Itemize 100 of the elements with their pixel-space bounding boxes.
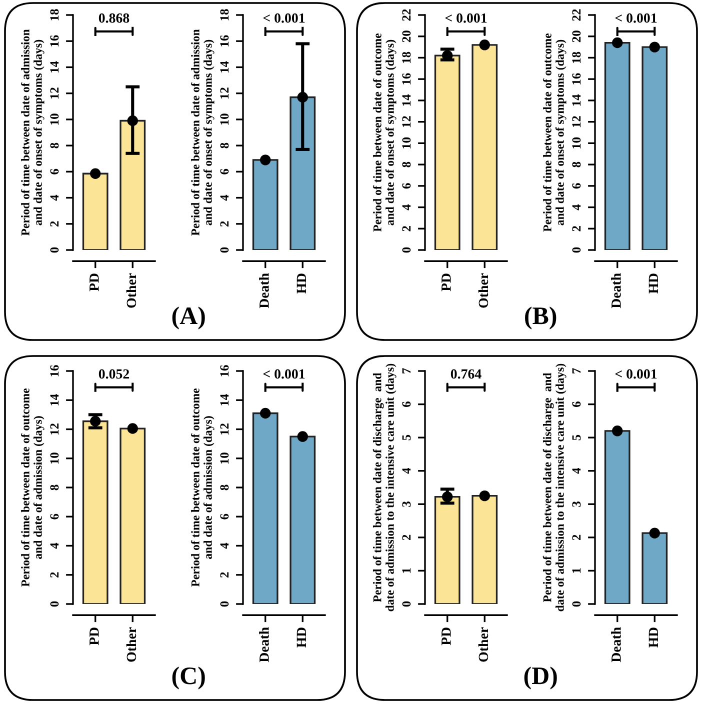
y-tick-label: 0 (572, 247, 581, 253)
y-tick-label: 6 (402, 183, 411, 189)
annotation: 0.868 (98, 13, 130, 23)
y-tick-label: 10 (402, 137, 411, 148)
text: (B) (525, 306, 556, 330)
y-tick-label: 18 (402, 52, 411, 63)
y-tick-label: 16 (402, 73, 411, 84)
y-axis-title: Period of time between date of outcome and date of admission (days) (190, 388, 214, 587)
x-tick-label: Other (478, 273, 488, 308)
y-tick-label: 1 (402, 568, 411, 573)
y-tick-label: 2 (220, 221, 229, 226)
annotation: 0.764 (450, 369, 482, 379)
y-tick-label: 0 (402, 601, 411, 607)
y-axis-title: Period of time between date of discharge and date of admission to the intensive care unit (days) (372, 364, 396, 612)
y-tick-label: 20 (572, 30, 581, 42)
y-axis-title: Period of time between date of discharge and date of admission to the intensive care unit (days) (542, 364, 566, 612)
y-tick-label: 22 (572, 9, 581, 21)
y-tick-label: 8 (220, 142, 229, 148)
x-tick-label: HD (648, 274, 658, 294)
x-tick-label: PD (442, 274, 451, 292)
y-tick-label: 16 (220, 35, 229, 46)
annotation: < 0.001 (263, 369, 305, 379)
y-tick-label: 4 (50, 542, 59, 549)
y-tick-label: 18 (572, 52, 581, 63)
y-tick-label: 6 (572, 183, 581, 189)
y-tick-label: 4 (402, 468, 411, 474)
y-tick-label: 16 (50, 35, 59, 46)
y-tick-label: 0 (572, 601, 581, 607)
x-tick-label: HD (296, 274, 306, 294)
y-tick-label: 8 (50, 142, 59, 148)
y-tick-label: 8 (572, 162, 581, 168)
y-tick-label: 14 (50, 61, 59, 72)
y-tick-label: 14 (220, 61, 229, 72)
y-tick-label: 14 (220, 394, 229, 406)
y-tick-label: 7 (402, 368, 411, 374)
y-tick-label: 12 (50, 88, 59, 99)
y-tick-label: 3 (402, 501, 411, 507)
y-tick-label: 8 (402, 162, 411, 168)
y-tick-label: 6 (402, 402, 411, 407)
y-axis-title: Period of time between date of outcome and date of admission (days) (20, 388, 44, 587)
y-tick-label: 0 (220, 601, 229, 607)
y-tick-label: 14 (572, 94, 581, 106)
y-tick-label: 8 (50, 484, 59, 490)
y-tick-label: 2 (50, 221, 59, 226)
y-tick-label: 18 (220, 9, 229, 20)
y-tick-label: 5 (402, 434, 411, 440)
y-tick-label: 6 (220, 168, 229, 174)
y-tick-label: 2 (402, 534, 411, 540)
x-tick-label: Other (126, 627, 136, 662)
y-tick-label: 12 (402, 116, 411, 128)
y-tick-label: 6 (50, 168, 59, 174)
y-tick-label: 0 (50, 247, 59, 253)
y-tick-label: 2 (572, 534, 581, 540)
annotation: < 0.001 (263, 13, 305, 23)
y-tick-label: 1 (572, 568, 581, 573)
annotation: < 0.001 (445, 13, 487, 23)
x-tick-label: PD (442, 628, 451, 646)
y-tick-label: 4 (572, 468, 581, 474)
x-tick-label: PD (90, 274, 99, 292)
y-tick-label: 0 (50, 601, 59, 607)
y-tick-label: 12 (50, 424, 59, 434)
y-tick-label: 2 (50, 572, 59, 578)
y-tick-label: 3 (572, 501, 581, 507)
y-tick-label: 16 (220, 365, 229, 376)
y-tick-label: 0 (402, 247, 411, 253)
x-tick-label: HD (296, 628, 306, 648)
x-tick-label: Other (126, 273, 136, 308)
y-axis-title: Period of time between date of admission and date of onset of symptoms (days) (190, 29, 214, 236)
x-tick-label: Death (259, 627, 269, 662)
text: (A) (172, 306, 205, 330)
text: (C) (172, 666, 205, 690)
y-tick-label: 14 (50, 394, 59, 406)
y-tick-label: 6 (220, 514, 229, 520)
y-tick-label: 10 (220, 452, 229, 464)
text: (D) (524, 666, 557, 690)
y-tick-label: 12 (572, 116, 581, 128)
x-tick-label: Death (611, 273, 621, 308)
annotation: < 0.001 (615, 13, 657, 23)
y-tick-label: 4 (220, 194, 229, 201)
x-tick-label: Death (611, 627, 621, 662)
y-tick-label: 5 (572, 434, 581, 440)
y-axis-title: Period of time between date of outcome and date of onset of symptoms (days) (372, 33, 396, 232)
y-tick-label: 10 (50, 114, 59, 125)
annotation: 0.052 (98, 369, 130, 379)
y-tick-label: 4 (220, 542, 229, 549)
y-axis-title: Period of time between date of admission and date of onset of symptoms (days) (20, 29, 44, 236)
y-tick-label: 10 (572, 137, 581, 148)
y-tick-label: 20 (402, 30, 411, 42)
y-tick-label: 18 (50, 9, 59, 20)
y-tick-label: 2 (402, 226, 411, 232)
y-tick-label: 2 (572, 226, 581, 232)
y-tick-label: 14 (402, 94, 411, 106)
y-tick-label: 16 (572, 73, 581, 84)
y-tick-label: 8 (220, 484, 229, 490)
annotation: < 0.001 (615, 369, 657, 379)
x-tick-label: Death (259, 273, 269, 308)
x-tick-label: PD (90, 628, 99, 646)
y-tick-label: 7 (572, 368, 581, 374)
y-tick-label: 6 (50, 514, 59, 520)
y-tick-label: 0 (220, 247, 229, 253)
